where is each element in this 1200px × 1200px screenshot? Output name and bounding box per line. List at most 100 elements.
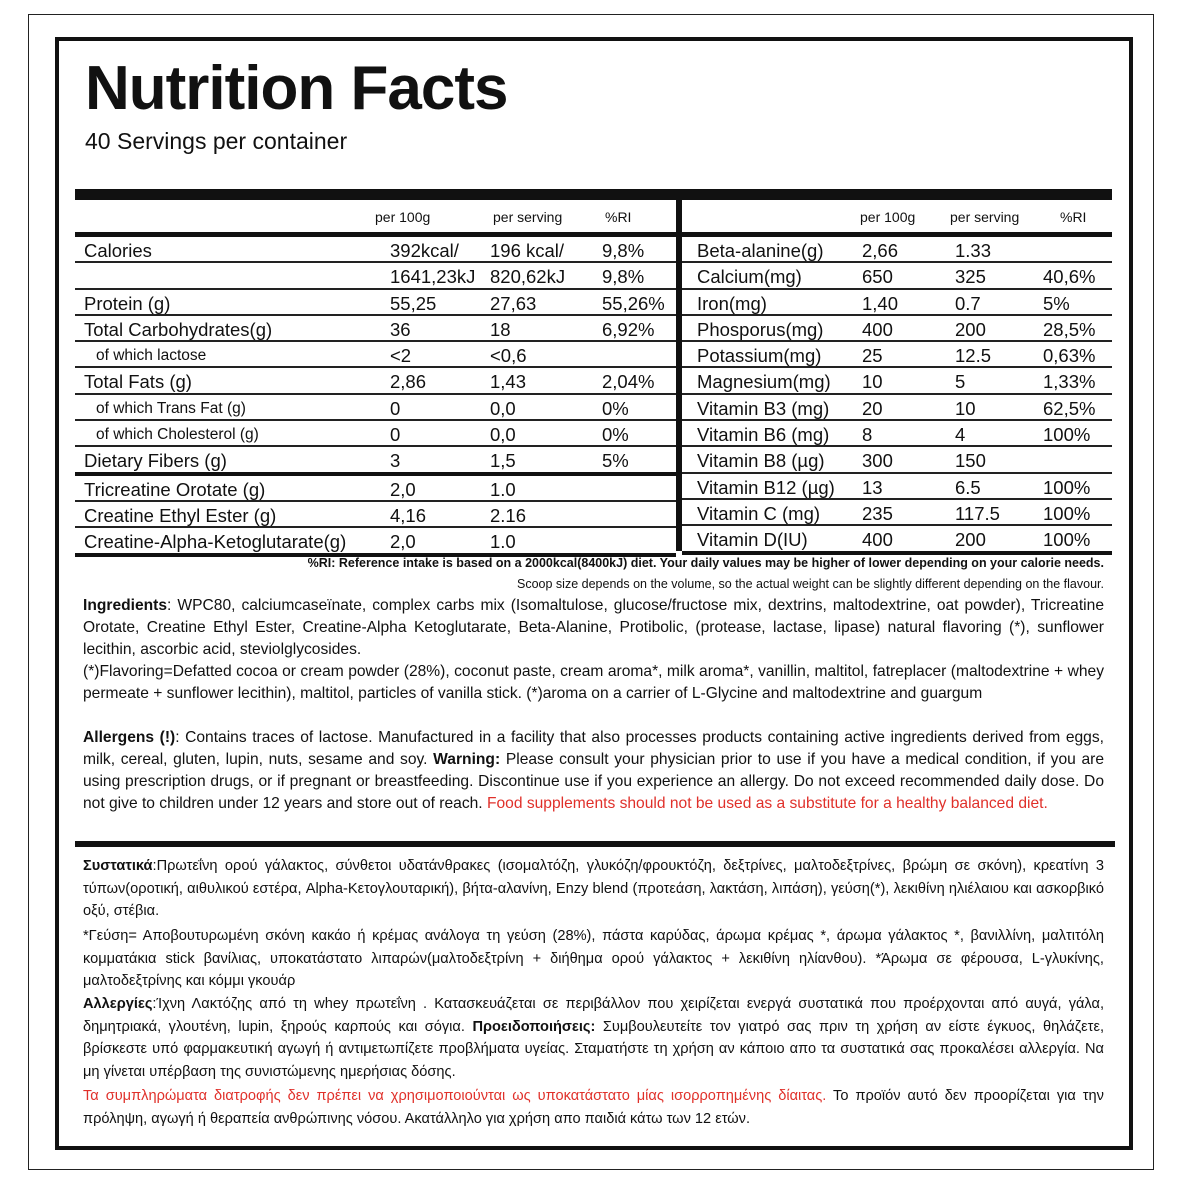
ri-footnote: %RI: Reference intake is based on a 2000… [307, 556, 1104, 570]
table-row: Creatine-Alpha-Ketoglutarate(g) 2,0 1.0 [75, 528, 676, 557]
cell-name: Protein (g) [84, 292, 171, 314]
cell-name: Creatine-Alpha-Ketoglutarate(g) [84, 531, 347, 553]
cell-per100: 2,0 [390, 478, 416, 500]
table-row: of which lactose <2 <0,6 [75, 342, 676, 369]
cell-serving: 27,63 [490, 292, 537, 314]
cell-ri: 100% [1043, 476, 1091, 498]
warning-label: Warning: [433, 751, 501, 768]
section-divider [75, 841, 1115, 847]
cell-name: Vitamin B12 (µg) [697, 476, 835, 498]
ingredients-label: Ingredients [83, 597, 168, 614]
table-top-bar [75, 189, 1112, 200]
cell-serving: 196 kcal/ [490, 240, 565, 261]
cell-name: of which Trans Fat (g) [96, 399, 246, 417]
ingredients-label-gr: Συστατικά [83, 858, 153, 874]
cell-name: Total Fats (g) [84, 371, 192, 393]
cell-ri: 0% [602, 424, 629, 446]
table-row: Beta-alanine(g) 2,66 1.33 [682, 237, 1112, 264]
header-per100: per 100g [375, 209, 431, 225]
cell-name: Creatine Ethyl Ester (g) [84, 504, 277, 526]
cell-name: Iron(mg) [697, 292, 767, 314]
table-row: Potassium(mg) 25 12.5 0,63% [682, 342, 1112, 369]
cell-name: Dietary Fibers (g) [84, 450, 227, 472]
ingredients-text: : WPC80, calciumcaseïnate, complex carbs… [83, 597, 1104, 658]
ingredients-en: Ingredients: WPC80, calciumcaseïnate, co… [83, 595, 1104, 661]
cell-serving: 200 [955, 529, 986, 551]
cell-name: Vitamin D(IU) [697, 529, 808, 551]
table-row: Total Carbohydrates(g) 36 18 6,92% [75, 316, 676, 343]
table-row: Tricreatine Orotate (g) 2,0 1.0 [75, 476, 676, 502]
allergens-label: Allergens (!) [83, 729, 176, 746]
cell-serving: 150 [955, 450, 986, 472]
table-row: Vitamin B12 (µg) 13 6.5 100% [682, 474, 1112, 500]
cell-name: Tricreatine Orotate (g) [84, 478, 266, 500]
cell-name: Vitamin C (mg) [697, 502, 821, 524]
header-ri: %RI [605, 209, 632, 225]
table-row: Vitamin B6 (mg) 8 4 100% [682, 421, 1112, 448]
cell-serving: 820,62kJ [490, 266, 566, 288]
cell-per100: 25 [862, 345, 883, 367]
cell-ri: 40,6% [1043, 266, 1096, 288]
table-header: per 100g per serving %RI [682, 200, 1112, 237]
cell-serving: 1.33 [955, 240, 992, 261]
table-row: 1641,23kJ 820,62kJ 9,8% [75, 263, 676, 290]
cell-ri: 100% [1043, 502, 1091, 524]
cell-serving: 1,5 [490, 450, 516, 472]
cell-serving: 18 [490, 318, 511, 340]
flavoring-en: (*)Flavoring=Defatted cocoa or cream pow… [83, 663, 1104, 702]
servings-per-container: 40 Servings per container [85, 128, 348, 154]
cell-name: Potassium(mg) [697, 345, 822, 367]
cell-name: of which Cholesterol (g) [96, 426, 259, 444]
table-row: Vitamin B3 (mg) 20 10 62,5% [682, 395, 1112, 422]
table-row: Phosporus(mg) 400 200 28,5% [682, 316, 1112, 343]
scoop-footnote: Scoop size depends on the volume, so the… [517, 577, 1104, 591]
table-row: Iron(mg) 1,40 0.7 5% [682, 290, 1112, 316]
cell-ri: 62,5% [1043, 397, 1096, 419]
header-per100: per 100g [860, 209, 916, 225]
cell-serving: 0.7 [955, 292, 981, 314]
cell-ri: 55,26% [602, 292, 665, 314]
page-title: Nutrition Facts [85, 54, 508, 123]
table-row: Vitamin C (mg) 235 117.5 100% [682, 500, 1112, 527]
cell-serving: 117.5 [955, 502, 1000, 524]
table-row: Calories 392kcal/196 kcal/9,8% [75, 237, 676, 264]
cell-serving: 6.5 [955, 476, 981, 498]
nutrition-table-left: per 100g per serving %RI Calories 392kcal… [75, 200, 676, 557]
cell-name: Calories [84, 240, 152, 261]
cell-serving: 0,0 [490, 397, 516, 419]
supplement-note-gr: Τα συμπληρώματα διατροφής δεν πρέπει να … [83, 1088, 827, 1104]
cell-ri: 100% [1043, 529, 1091, 551]
cell-per100: 10 [862, 371, 883, 393]
cell-serving: 0,0 [490, 424, 516, 446]
cell-per100: 400 [862, 529, 893, 551]
cell-per100: 1,40 [862, 292, 899, 314]
cell-name: Phosporus(mg) [697, 318, 824, 340]
table-row: Vitamin B8 (µg) 300 150 [682, 447, 1112, 474]
cell-ri: 0,63% [1043, 345, 1096, 367]
disclaimer-gr: Τα συμπληρώματα διατροφής δεν πρέπει να … [83, 1085, 1104, 1130]
table-row: of which Cholesterol (g) 0 0,0 0% [75, 421, 676, 448]
cell-per100: 300 [862, 450, 893, 472]
table-row: Vitamin D(IU) 400 200 100% [682, 526, 1112, 555]
cell-per100: <2 [390, 345, 412, 367]
cell-serving: 10 [955, 397, 976, 419]
allergens-label-gr: Αλλεργίες [83, 996, 153, 1012]
table-row: Protein (g) 55,25 27,63 55,26% [75, 290, 676, 316]
cell-per100: 20 [862, 397, 883, 419]
cell-name: Vitamin B6 (mg) [697, 424, 830, 446]
header-serving: per serving [493, 209, 563, 225]
allergens-text-gr: :Ίχνη Λακτόζης από τη whey πρωτεΐνη . Κα… [83, 996, 1104, 1035]
cell-per100: 36 [390, 318, 411, 340]
cell-ri: 2,04% [602, 371, 655, 393]
cell-serving: 325 [955, 266, 986, 288]
cell-serving: 1.0 [490, 478, 516, 500]
ingredients-gr: Συστατικά:Πρωτεΐνη ορού γάλακτος, σύνθετ… [83, 855, 1104, 923]
cell-per100: 2,86 [390, 371, 427, 393]
flavoring-gr: *Γεύση= Αποβουτυρωμένη σκόνη κακάο ή κρέ… [83, 928, 1104, 989]
outer-frame [28, 14, 1154, 1170]
cell-name: Total Carbohydrates(g) [84, 318, 273, 340]
nutrition-table-right: per 100g per serving %RI Beta-alanine(g)… [682, 200, 1112, 555]
cell-serving: 200 [955, 318, 986, 340]
disclaimer-text-gr: Το προϊόν αυτό δεν προορίζεται για την π… [83, 1088, 1104, 1127]
ingredients-text-gr: :Πρωτεΐνη ορού γάλακτος, σύνθετοι υδατάν… [83, 858, 1104, 919]
